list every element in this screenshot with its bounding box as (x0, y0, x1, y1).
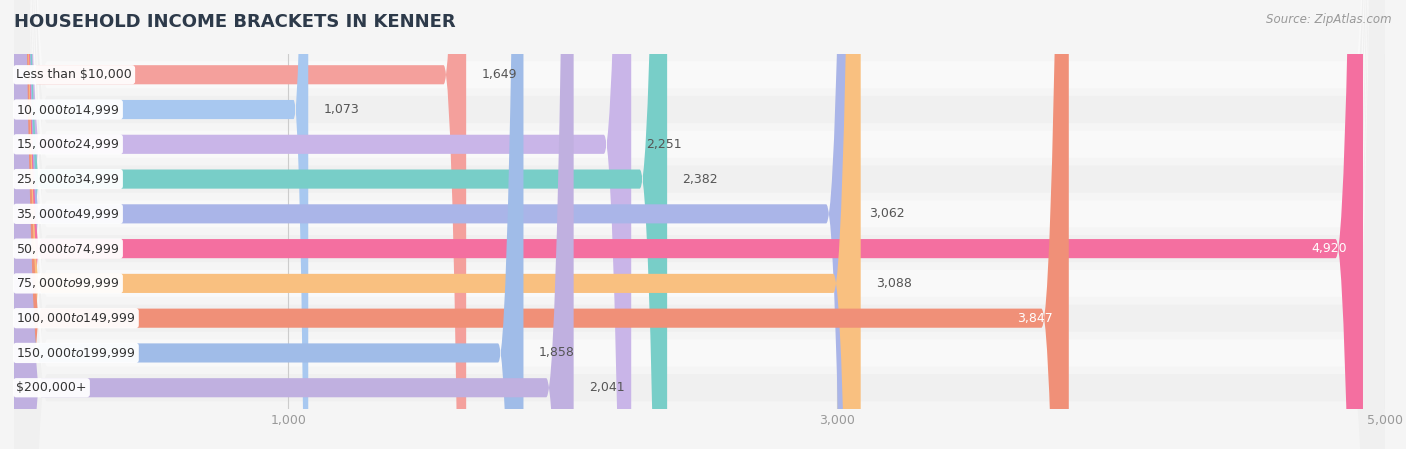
FancyBboxPatch shape (14, 0, 1385, 449)
Text: Source: ZipAtlas.com: Source: ZipAtlas.com (1267, 13, 1392, 26)
Text: 2,382: 2,382 (682, 172, 718, 185)
FancyBboxPatch shape (14, 0, 574, 449)
FancyBboxPatch shape (14, 0, 1385, 449)
Text: 1,073: 1,073 (323, 103, 359, 116)
Text: 3,847: 3,847 (1017, 312, 1052, 325)
Text: 1,649: 1,649 (481, 68, 517, 81)
Text: 1,858: 1,858 (538, 347, 575, 360)
FancyBboxPatch shape (14, 0, 523, 449)
Text: $150,000 to $199,999: $150,000 to $199,999 (17, 346, 135, 360)
FancyBboxPatch shape (14, 0, 1385, 449)
Text: $200,000+: $200,000+ (17, 381, 87, 394)
Text: 2,041: 2,041 (589, 381, 624, 394)
Text: $75,000 to $99,999: $75,000 to $99,999 (17, 277, 120, 291)
FancyBboxPatch shape (14, 0, 1385, 449)
Text: 2,251: 2,251 (647, 138, 682, 151)
FancyBboxPatch shape (14, 0, 1385, 449)
FancyBboxPatch shape (14, 0, 1385, 449)
Text: Less than $10,000: Less than $10,000 (17, 68, 132, 81)
FancyBboxPatch shape (14, 0, 1385, 449)
FancyBboxPatch shape (14, 0, 308, 449)
Text: 3,062: 3,062 (869, 207, 904, 220)
Text: $10,000 to $14,999: $10,000 to $14,999 (17, 102, 120, 117)
Text: $15,000 to $24,999: $15,000 to $24,999 (17, 137, 120, 151)
FancyBboxPatch shape (14, 0, 1385, 449)
FancyBboxPatch shape (14, 0, 631, 449)
Text: $100,000 to $149,999: $100,000 to $149,999 (17, 311, 135, 325)
Text: $50,000 to $74,999: $50,000 to $74,999 (17, 242, 120, 255)
FancyBboxPatch shape (14, 0, 1362, 449)
Text: HOUSEHOLD INCOME BRACKETS IN KENNER: HOUSEHOLD INCOME BRACKETS IN KENNER (14, 13, 456, 31)
FancyBboxPatch shape (14, 0, 666, 449)
Text: 4,920: 4,920 (1310, 242, 1347, 255)
FancyBboxPatch shape (14, 0, 1385, 449)
Text: $25,000 to $34,999: $25,000 to $34,999 (17, 172, 120, 186)
FancyBboxPatch shape (14, 0, 853, 449)
FancyBboxPatch shape (14, 0, 860, 449)
Text: $35,000 to $49,999: $35,000 to $49,999 (17, 207, 120, 221)
FancyBboxPatch shape (14, 0, 467, 449)
Text: 3,088: 3,088 (876, 277, 911, 290)
FancyBboxPatch shape (14, 0, 1385, 449)
FancyBboxPatch shape (14, 0, 1069, 449)
